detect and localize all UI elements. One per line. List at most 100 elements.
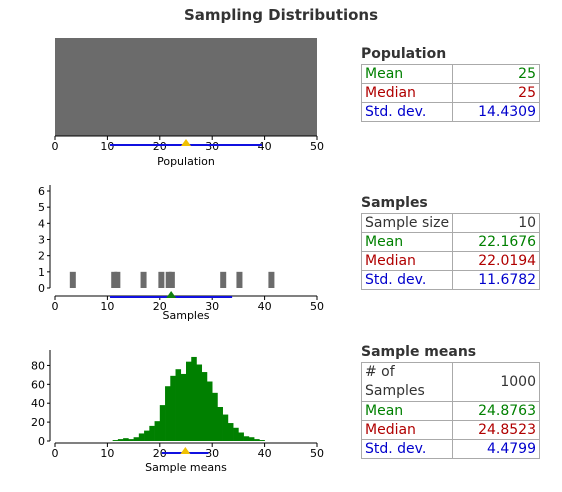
histogram-bar	[112, 440, 119, 441]
stats-row: Median 24.8523	[361, 420, 540, 440]
y-tick-label: 40	[31, 397, 45, 410]
histogram-bar	[128, 439, 134, 441]
stats-row: Median 22.0194	[360, 251, 541, 271]
median-value: 24.8523	[452, 420, 540, 440]
x-axis-label: Samples	[163, 309, 210, 322]
x-tick-label: 10	[100, 300, 114, 313]
y-tick-label: 5	[38, 201, 45, 214]
stats-row: Sample size 10	[360, 213, 541, 233]
mean-value: 25	[452, 64, 540, 84]
histogram-bar	[133, 437, 140, 441]
histogram-bar	[227, 423, 234, 441]
y-tick-label: 3	[38, 234, 45, 247]
histogram-bar	[123, 438, 129, 441]
histogram-bar	[248, 437, 255, 441]
population-distribution-area	[55, 38, 317, 136]
y-tick-label: 0	[38, 435, 45, 448]
sample-size-label: Sample size	[360, 213, 454, 233]
histogram-bar	[254, 439, 260, 441]
stats-row: # of Samples 1000	[361, 362, 540, 402]
population-chart: 0 10 20 30 40 50 Population	[52, 38, 324, 168]
histogram-bar	[144, 430, 150, 441]
sample-bar	[114, 271, 121, 288]
y-tick-label: 2	[38, 250, 45, 263]
histogram-bar	[212, 392, 218, 441]
y-tick-label: 60	[31, 378, 45, 391]
mean-label: Mean	[361, 64, 453, 84]
mean-marker	[180, 447, 191, 454]
histogram-bar	[138, 433, 145, 441]
x-tick-label: 40	[258, 140, 272, 153]
y-tick-label: 6	[38, 185, 45, 198]
y-tick-label: 1	[38, 266, 45, 279]
y-tick-label: 0	[38, 282, 45, 295]
median-value: 25	[452, 83, 540, 103]
x-axis-label: Sample means	[145, 461, 227, 474]
sample-size-value: 10	[452, 213, 541, 233]
stats-row: Std. dev. 4.4799	[361, 439, 540, 459]
samples-chart: 0 1 2 3 4 5 6 0 10 20 30 40 50 Samples	[38, 185, 324, 322]
sample-bar	[165, 271, 172, 288]
x-tick-label: 30	[205, 300, 219, 313]
sd-label: Std. dev.	[361, 102, 453, 122]
mean-label: Mean	[361, 401, 453, 421]
x-tick-label: 50	[310, 447, 324, 460]
x-tick-label: 0	[52, 300, 59, 313]
sample-means-stats-table: # of Samples 1000 Mean 24.8763 Median 24…	[361, 362, 540, 459]
x-tick-label: 50	[310, 300, 324, 313]
samples-stats-table: Sample size 10 Mean 22.1676 Median 22.01…	[360, 213, 541, 290]
y-tick-label: 80	[31, 359, 45, 372]
sample-means-heading: Sample means	[361, 344, 477, 360]
num-samples-label: # of Samples	[361, 362, 453, 402]
x-tick-label: 40	[258, 447, 272, 460]
sample-bar	[111, 271, 118, 288]
population-heading: Population	[361, 46, 447, 62]
histogram-bar	[175, 369, 182, 441]
page-title: Sampling Distributions	[183, 6, 379, 24]
x-tick-label: 20	[153, 447, 167, 460]
histogram-bar	[191, 356, 197, 441]
x-tick-label: 0	[52, 447, 59, 460]
histogram-bar	[233, 427, 239, 441]
sd-value: 11.6782	[452, 270, 541, 290]
population-stats-table: Mean 25 Median 25 Std. dev. 14.4309	[361, 64, 540, 122]
y-tick-label: 4	[38, 217, 45, 230]
histogram-bar	[170, 375, 176, 441]
num-samples-value: 1000	[452, 362, 540, 402]
sd-value: 4.4799	[452, 439, 540, 459]
histogram-bar	[165, 386, 171, 441]
stats-row: Mean 22.1676	[360, 232, 541, 252]
median-label: Median	[361, 420, 453, 440]
mean-marker	[181, 139, 191, 146]
median-label: Median	[361, 83, 453, 103]
mean-marker	[166, 291, 177, 298]
x-tick-label: 10	[100, 447, 114, 460]
mean-value: 22.1676	[452, 232, 541, 252]
x-tick-label: 0	[52, 140, 59, 153]
histogram-bar	[217, 407, 223, 441]
histogram-bar	[243, 436, 250, 441]
stats-row: Std. dev. 11.6782	[360, 270, 541, 290]
y-tick-label: 20	[31, 416, 45, 429]
x-tick-label: 10	[100, 140, 114, 153]
sd-label: Std. dev.	[360, 270, 454, 290]
x-tick-label: 20	[153, 300, 167, 313]
histogram-bar	[154, 421, 161, 441]
histogram-bar	[159, 405, 166, 441]
median-value: 22.0194	[452, 251, 541, 271]
sample-bar	[158, 271, 165, 288]
sd-value: 14.4309	[452, 102, 540, 122]
x-tick-label: 40	[258, 300, 272, 313]
median-label: Median	[360, 251, 454, 271]
histogram-bar	[201, 372, 208, 441]
samples-heading: Samples	[361, 195, 428, 211]
x-axis-label: Population	[157, 155, 215, 168]
histogram-bar	[206, 381, 213, 441]
sample-means-chart: 0 20 40 60 80 0 10 20 30 40 50 Sample means	[31, 350, 324, 474]
x-tick-label: 30	[205, 447, 219, 460]
stats-row: Mean 24.8763	[361, 401, 540, 421]
mean-value: 24.8763	[452, 401, 540, 421]
mean-label: Mean	[360, 232, 454, 252]
histogram-bar	[222, 414, 229, 441]
histogram-bar	[238, 432, 244, 441]
